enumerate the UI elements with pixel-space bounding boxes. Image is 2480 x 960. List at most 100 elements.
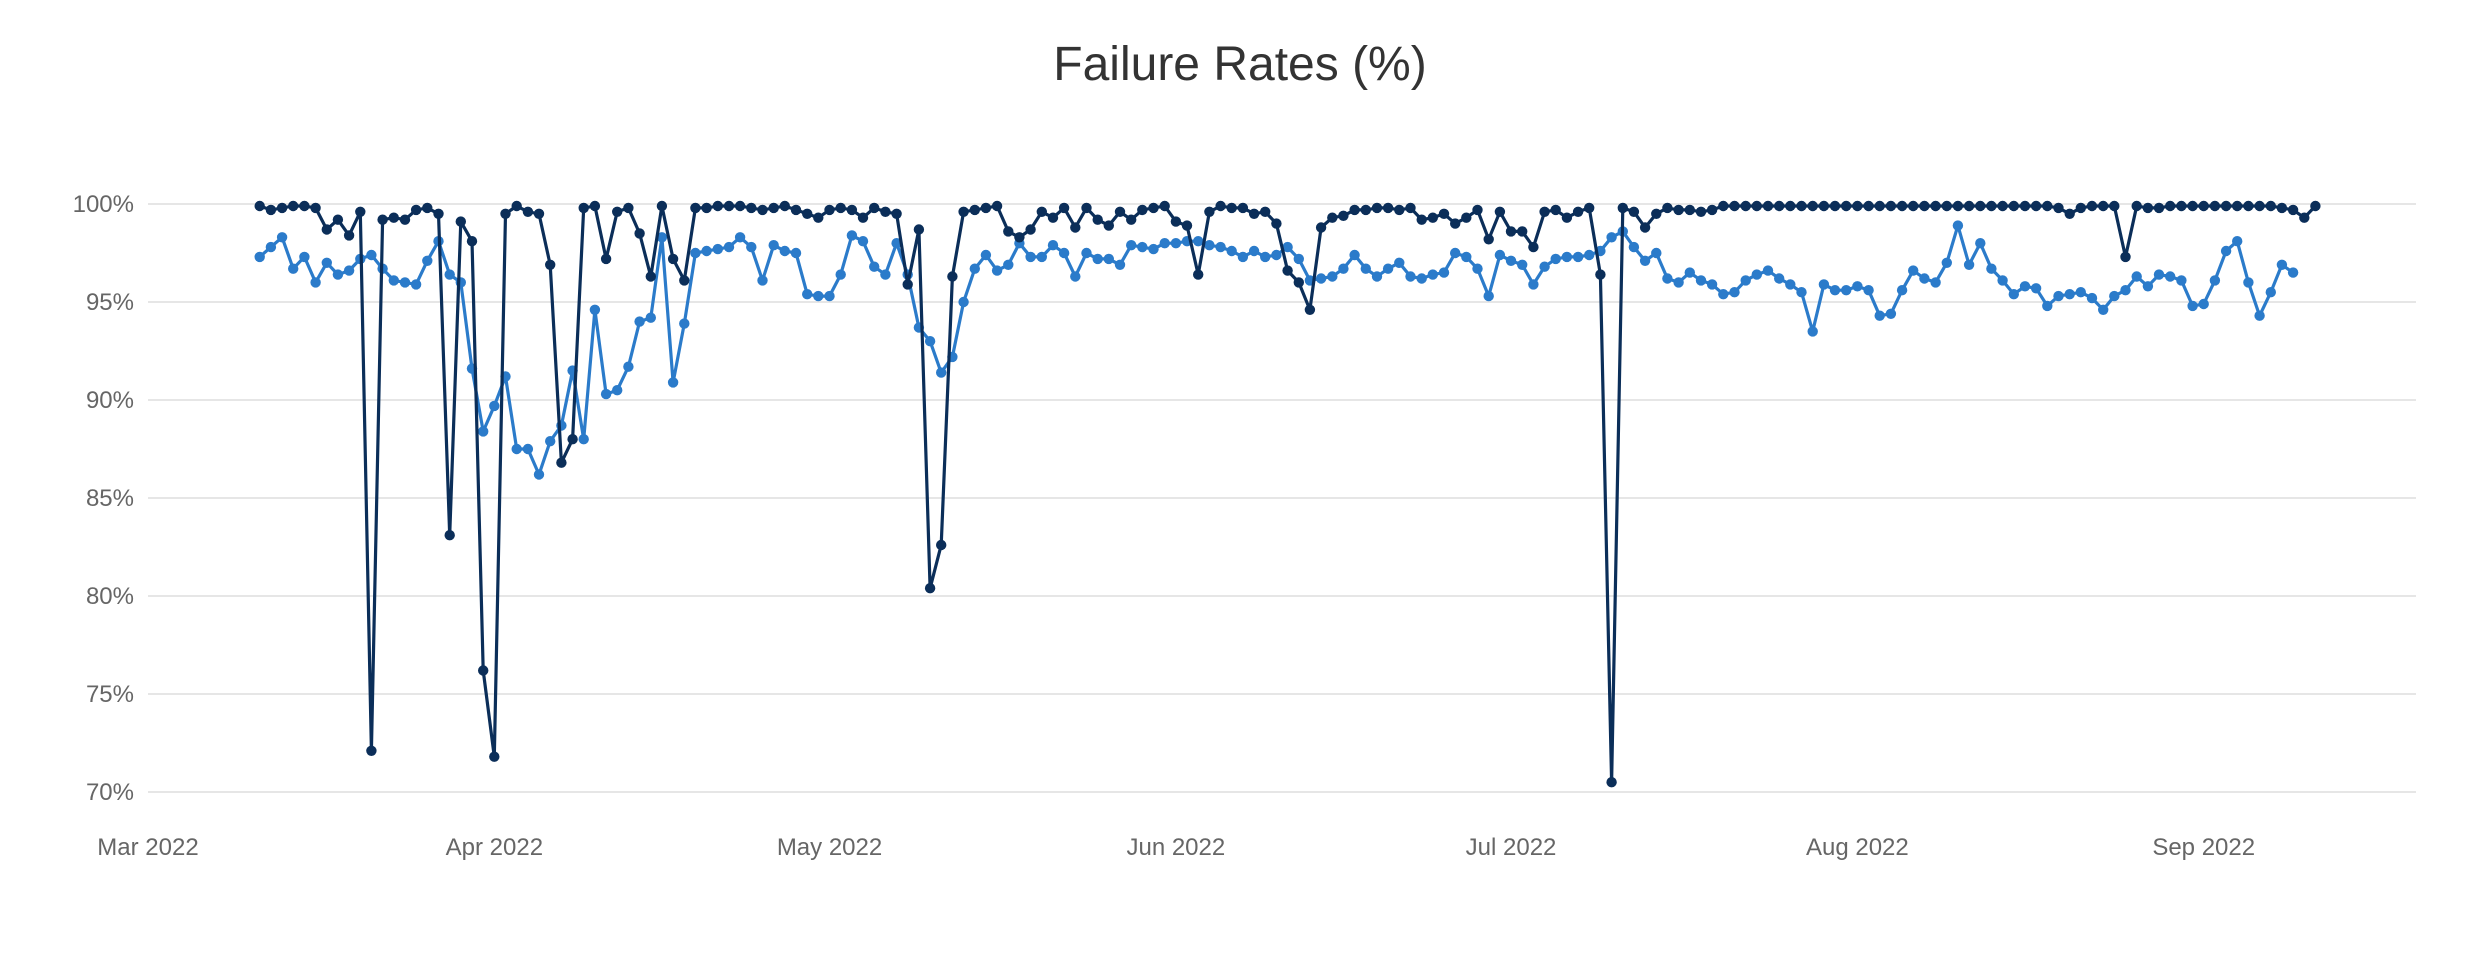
data-point <box>1081 247 1092 259</box>
data-point <box>1371 202 1383 214</box>
data-point <box>1382 263 1394 274</box>
data-point <box>2120 251 2131 263</box>
data-point <box>332 214 344 225</box>
data-point <box>1058 247 1070 259</box>
data-point <box>422 202 433 214</box>
data-point <box>1997 275 2008 286</box>
data-point <box>1237 251 1249 263</box>
data-point <box>1438 267 1450 278</box>
data-point <box>1170 216 1182 227</box>
data-point <box>790 247 802 259</box>
data-point <box>511 200 522 212</box>
y-tick-label: 90% <box>86 387 134 414</box>
data-point <box>1014 232 1025 243</box>
data-point <box>2142 281 2154 292</box>
data-point <box>924 583 936 594</box>
data-point <box>1126 240 1137 251</box>
data-point <box>1673 204 1684 216</box>
data-point <box>1952 200 1964 212</box>
data-point <box>1260 251 1271 263</box>
data-point <box>1405 202 1416 214</box>
data-point <box>1025 224 1036 235</box>
data-point <box>343 265 355 276</box>
data-point <box>1807 326 1818 337</box>
data-point <box>444 269 455 280</box>
data-point <box>1729 200 1740 212</box>
data-point <box>276 202 288 214</box>
data-point <box>2243 200 2254 212</box>
x-tick-label: Apr 2022 <box>446 834 543 861</box>
data-point <box>712 243 723 255</box>
data-point <box>399 214 411 225</box>
data-point <box>1483 290 1494 302</box>
data-point <box>410 204 422 216</box>
data-point <box>924 336 936 347</box>
data-point <box>1617 202 1629 214</box>
data-point <box>410 279 422 290</box>
data-point <box>1394 204 1405 216</box>
data-point <box>1963 259 1975 270</box>
data-point <box>656 200 668 212</box>
data-point <box>2243 277 2254 288</box>
data-point <box>1606 777 1617 788</box>
data-point <box>790 204 802 216</box>
data-point <box>1036 206 1048 217</box>
data-point <box>768 240 779 251</box>
data-point <box>2287 204 2299 216</box>
data-point <box>2109 290 2120 302</box>
data-point <box>489 751 500 762</box>
data-point <box>422 255 433 266</box>
data-point <box>299 251 310 263</box>
data-point <box>1092 214 1103 225</box>
data-point <box>388 275 399 286</box>
data-point <box>690 202 701 214</box>
y-tick-label: 80% <box>86 583 134 610</box>
data-point <box>746 241 757 253</box>
data-point <box>1572 251 1584 263</box>
data-point <box>1248 208 1260 219</box>
data-point <box>343 230 355 241</box>
data-point <box>1517 259 1528 270</box>
data-point <box>533 208 545 219</box>
data-point <box>1639 222 1651 233</box>
data-point <box>1461 212 1472 223</box>
data-point <box>265 241 277 253</box>
data-point <box>1885 308 1897 319</box>
data-point <box>1896 200 1908 212</box>
data-point <box>2131 200 2142 212</box>
data-point <box>1293 277 1305 288</box>
data-point <box>2064 289 2075 300</box>
data-point <box>746 202 757 214</box>
data-point <box>991 265 1003 276</box>
data-point <box>299 200 310 212</box>
data-point <box>846 230 858 241</box>
data-point <box>1282 241 1293 253</box>
data-point <box>1673 277 1684 288</box>
data-point <box>1695 275 1707 286</box>
data-point <box>366 249 377 261</box>
data-point <box>1606 232 1617 243</box>
data-point <box>433 208 444 219</box>
data-point <box>500 208 511 219</box>
series-2 <box>254 220 2299 480</box>
data-point <box>1550 204 1561 216</box>
data-point <box>578 202 589 214</box>
data-point <box>2153 269 2165 280</box>
data-point <box>1003 259 1014 270</box>
data-point <box>2187 200 2198 212</box>
data-point <box>321 257 332 268</box>
data-point <box>902 279 913 290</box>
x-tick-label: Jun 2022 <box>1126 834 1225 861</box>
data-point <box>1170 238 1182 249</box>
data-point <box>1494 249 1506 261</box>
y-tick-label: 100% <box>73 191 134 218</box>
data-point <box>478 665 489 676</box>
data-point <box>1293 253 1305 265</box>
data-point <box>444 530 455 541</box>
data-point <box>1930 200 1941 212</box>
data-point <box>1561 251 1573 263</box>
data-point <box>1919 273 1930 284</box>
data-point <box>1405 271 1416 282</box>
data-point <box>768 202 779 214</box>
series-1 <box>254 200 2321 788</box>
